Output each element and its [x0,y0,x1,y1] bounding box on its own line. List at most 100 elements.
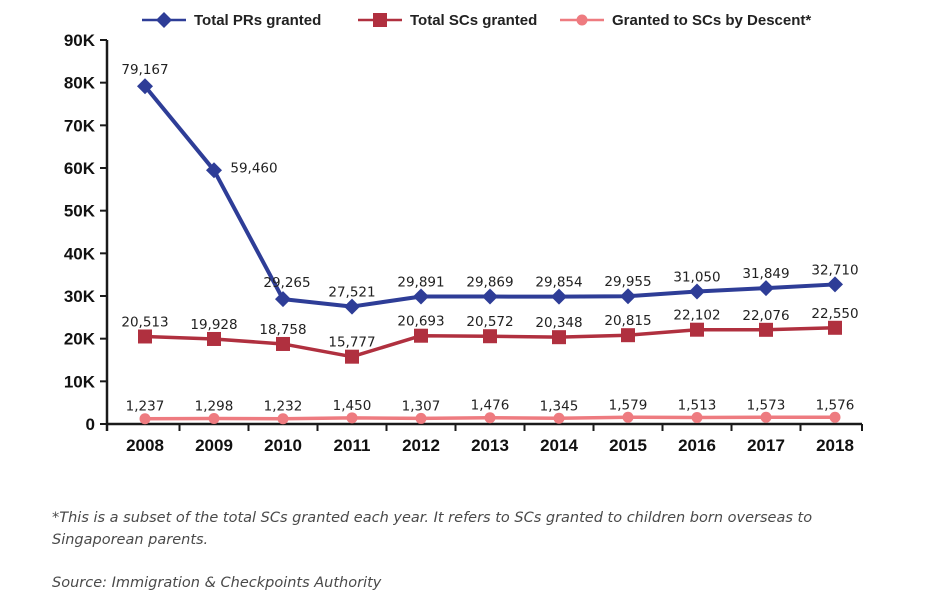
data-label-granted-to-scs-by-descent: 1,298 [195,398,234,414]
legend-marker-square-icon [373,13,387,27]
y-tick-label: 10K [64,372,96,391]
chart-source: Source: Immigration & Checkpoints Author… [52,575,382,591]
data-label-total-scs-granted: 19,928 [190,317,237,333]
data-point-total-prs-granted [206,162,222,179]
data-label-total-scs-granted: 20,815 [604,313,651,329]
data-label-granted-to-scs-by-descent: 1,307 [402,398,441,414]
data-point-granted-to-scs-by-descent [415,412,427,424]
legend-item-total-scs-granted: Total SCs granted [358,12,537,29]
data-label-granted-to-scs-by-descent: 1,450 [333,398,372,414]
data-point-granted-to-scs-by-descent [691,412,703,424]
data-label-granted-to-scs-by-descent: 1,476 [471,398,510,414]
series-granted-to-scs-by-descent: 1,237 1,298 1,232 1,450 1,307 1,476 1,345 1,579… [126,397,855,425]
chart-footnote: *This is a subset of the total SCs grant… [52,510,813,548]
y-tick-label: 20K [64,330,96,349]
data-label-granted-to-scs-by-descent: 1,579 [609,397,648,413]
x-tick-label: 2009 [195,436,233,455]
x-tick-label: 2013 [471,436,509,455]
data-label-granted-to-scs-by-descent: 1,573 [747,397,786,413]
x-tick-label: 2008 [126,436,164,455]
x-tick-label: 2014 [540,436,578,455]
data-point-total-prs-granted [827,276,843,293]
data-label-total-scs-granted: 20,572 [466,314,513,330]
chart-legend: Total PRs granted Total SCs granted Grante… [142,12,811,29]
x-tick-label: 2015 [609,436,647,455]
y-tick-label: 40K [64,244,96,263]
data-label-total-prs-granted: 29,265 [263,275,310,291]
data-label-total-scs-granted: 22,076 [742,308,789,324]
data-point-granted-to-scs-by-descent [208,412,220,424]
data-point-total-scs-granted [483,329,497,344]
series-line-total-prs-granted [143,84,837,309]
data-point-total-scs-granted [690,322,704,337]
data-point-total-scs-granted [138,329,152,344]
data-point-total-scs-granted [345,349,359,364]
x-tick-label: 2017 [747,436,785,455]
data-label-granted-to-scs-by-descent: 1,576 [816,397,855,413]
y-tick-label: 90K [64,31,96,50]
data-point-total-scs-granted [828,320,842,335]
data-label-granted-to-scs-by-descent: 1,513 [678,398,717,414]
data-label-total-prs-granted: 31,849 [742,266,789,282]
data-point-granted-to-scs-by-descent [484,412,496,424]
y-tick-label: 80K [64,74,96,93]
legend-label: Granted to SCs by Descent* [612,12,811,29]
data-label-total-prs-granted: 59,460 [230,160,277,176]
data-point-total-scs-granted [414,328,428,343]
y-tick-label: 50K [64,202,96,221]
data-label-total-scs-granted: 15,777 [328,335,375,351]
x-tick-label: 2011 [334,436,371,455]
data-label-granted-to-scs-by-descent: 1,237 [126,399,165,415]
data-point-total-prs-granted [551,288,567,305]
data-point-granted-to-scs-by-descent [760,411,772,423]
data-point-total-scs-granted [759,322,773,337]
data-point-granted-to-scs-by-descent [553,412,565,424]
y-tick-label: 70K [64,116,96,135]
y-tick-label: 30K [64,287,96,306]
legend-item-granted-to-scs-by-descent: Granted to SCs by Descent* [560,12,811,29]
data-label-total-scs-granted: 22,102 [673,308,720,324]
data-point-total-prs-granted [758,280,774,297]
data-label-total-prs-granted: 31,050 [673,270,720,286]
data-point-total-prs-granted [275,291,291,308]
line-chart: Total PRs granted Total SCs granted Grante… [64,12,863,455]
data-point-total-scs-granted [207,331,221,346]
data-point-total-prs-granted [413,288,429,305]
legend-label: Total SCs granted [410,12,537,29]
legend-item-total-prs-granted: Total PRs granted [142,12,321,29]
data-label-total-scs-granted: 18,758 [259,322,306,338]
data-label-total-scs-granted: 20,513 [121,314,168,330]
chart-plot-area: 79,167 59,460 29,265 27,521 29,891 29,869 29,8… [121,62,859,425]
data-label-total-scs-granted: 20,348 [535,315,582,331]
data-point-granted-to-scs-by-descent [346,412,358,424]
legend-marker-circle-icon [576,14,588,26]
x-tick-label: 2010 [264,436,302,455]
data-point-total-prs-granted [620,288,636,305]
x-tick-label: 2012 [402,436,440,455]
data-point-granted-to-scs-by-descent [829,411,841,423]
data-point-total-prs-granted [344,298,360,315]
series-total-prs-granted: 79,167 59,460 29,265 27,521 29,891 29,869 29,8… [121,62,859,315]
y-tick-label: 60K [64,159,96,178]
data-point-granted-to-scs-by-descent [139,413,151,425]
x-tick-label: 2016 [678,436,716,455]
data-label-total-scs-granted: 22,550 [811,306,858,322]
x-tick-label: 2018 [816,436,854,455]
data-point-total-scs-granted [276,336,290,351]
data-point-total-prs-granted [137,78,153,95]
data-label-total-prs-granted: 29,869 [466,275,513,291]
y-tick-label: 0 [86,415,95,434]
data-label-total-prs-granted: 27,521 [328,285,375,301]
data-point-granted-to-scs-by-descent [622,411,634,423]
legend-marker-diamond-icon [156,12,172,28]
series-total-scs-granted: 20,513 19,928 18,758 15,777 20,693 20,572 20,3… [121,306,859,364]
data-point-total-prs-granted [482,288,498,305]
chart-axes: 0 10K 20K 30K 40K 50K 60K 70K 80K 90K 2008 2009 2010… [64,31,863,455]
data-label-total-scs-granted: 20,693 [397,314,444,330]
data-point-total-scs-granted [552,330,566,345]
data-point-total-scs-granted [621,328,635,343]
data-label-total-prs-granted: 29,955 [604,274,651,290]
data-label-total-prs-granted: 32,710 [811,262,858,278]
data-label-total-prs-granted: 79,167 [121,62,168,78]
data-label-total-prs-granted: 29,891 [397,274,444,290]
